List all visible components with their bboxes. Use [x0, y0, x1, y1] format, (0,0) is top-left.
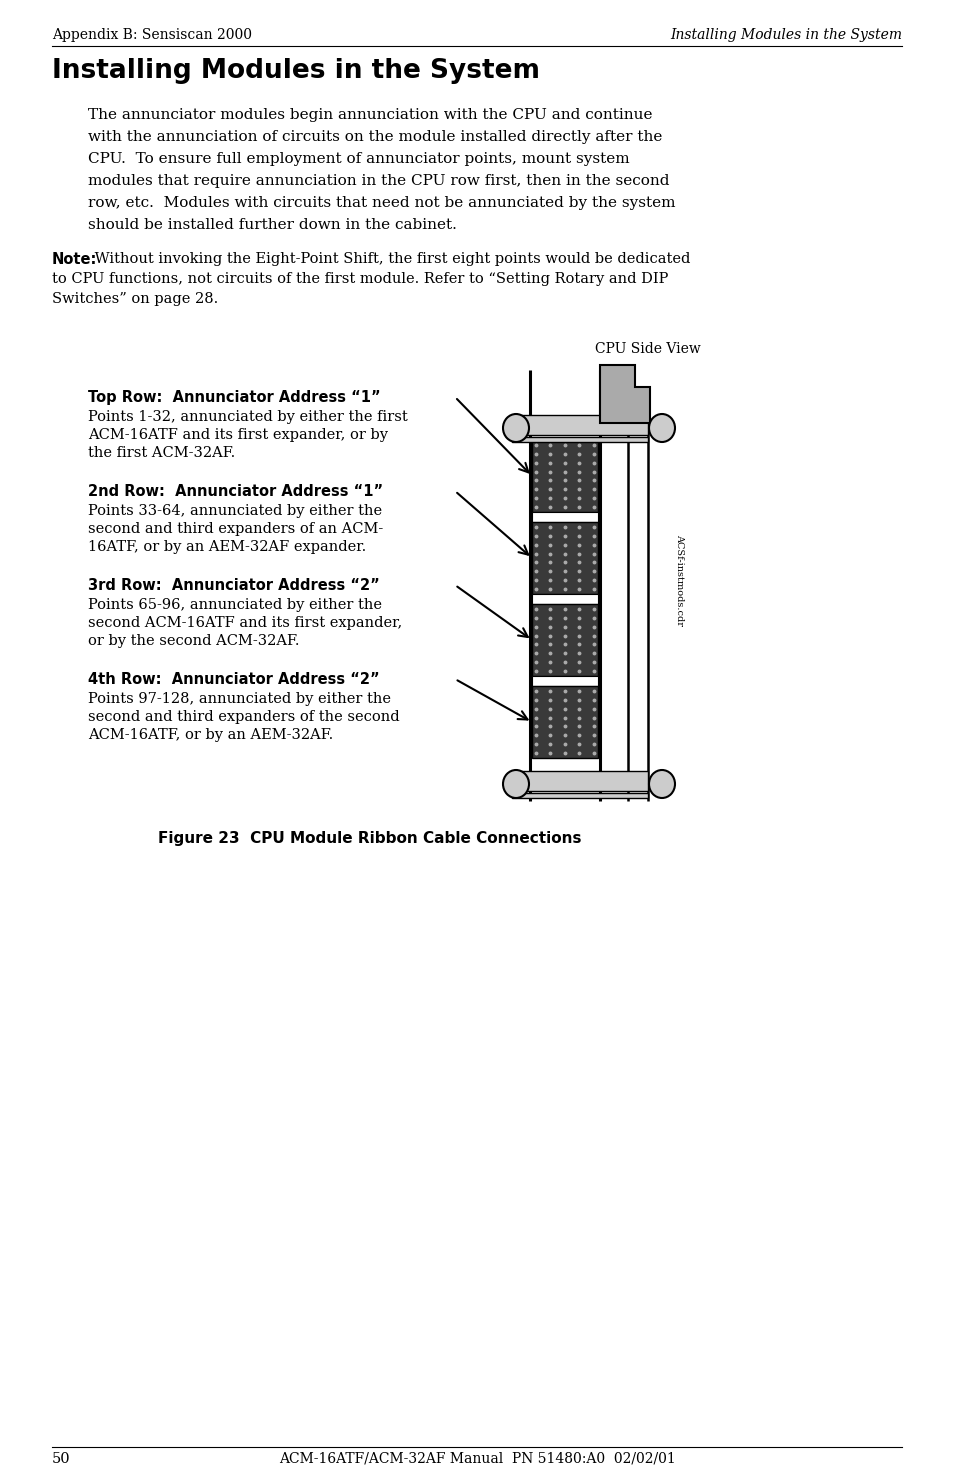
Text: CPU Side View: CPU Side View: [595, 342, 700, 355]
Text: row, etc.  Modules with circuits that need not be annunciated by the system: row, etc. Modules with circuits that nee…: [88, 196, 675, 209]
Bar: [532, 440, 598, 512]
Bar: [512, 437, 647, 442]
Bar: [512, 794, 647, 798]
Text: the first ACM-32AF.: the first ACM-32AF.: [88, 445, 235, 460]
Text: Without invoking the Eight-Point Shift, the first eight points would be dedicate: Without invoking the Eight-Point Shift, …: [90, 252, 690, 266]
Polygon shape: [599, 364, 649, 423]
Text: Points 1-32, annunciated by either the first: Points 1-32, annunciated by either the f…: [88, 410, 407, 423]
Bar: [532, 686, 598, 758]
Ellipse shape: [648, 770, 675, 798]
Text: 4th Row:  Annunciator Address “2”: 4th Row: Annunciator Address “2”: [88, 673, 379, 687]
Text: Points 65-96, annunciated by either the: Points 65-96, annunciated by either the: [88, 597, 381, 612]
Text: Switches” on page 28.: Switches” on page 28.: [52, 292, 218, 305]
Text: 2nd Row:  Annunciator Address “1”: 2nd Row: Annunciator Address “1”: [88, 484, 383, 499]
Text: second ACM-16ATF and its first expander,: second ACM-16ATF and its first expander,: [88, 617, 402, 630]
Text: ACM-16ATF, or by an AEM-32AF.: ACM-16ATF, or by an AEM-32AF.: [88, 729, 333, 742]
Bar: [532, 512, 598, 522]
Text: Points 33-64, annunciated by either the: Points 33-64, annunciated by either the: [88, 504, 382, 518]
Text: second and third expanders of an ACM-: second and third expanders of an ACM-: [88, 522, 383, 535]
Text: Points 97-128, annunciated by either the: Points 97-128, annunciated by either the: [88, 692, 391, 707]
Text: should be installed further down in the cabinet.: should be installed further down in the …: [88, 218, 456, 232]
Text: Appendix B: Sensiscan 2000: Appendix B: Sensiscan 2000: [52, 28, 252, 41]
Text: to CPU functions, not circuits of the first module. Refer to “Setting Rotary and: to CPU functions, not circuits of the fi…: [52, 271, 668, 286]
Text: 50: 50: [52, 1451, 71, 1466]
Text: or by the second ACM-32AF.: or by the second ACM-32AF.: [88, 634, 299, 648]
Text: ACM-16ATF/ACM-32AF Manual  PN 51480:A0  02/02/01: ACM-16ATF/ACM-32AF Manual PN 51480:A0 02…: [278, 1451, 675, 1466]
Text: 16ATF, or by an AEM-32AF expander.: 16ATF, or by an AEM-32AF expander.: [88, 540, 366, 555]
Text: Installing Modules in the System: Installing Modules in the System: [52, 58, 539, 84]
Text: second and third expanders of the second: second and third expanders of the second: [88, 709, 399, 724]
Ellipse shape: [648, 414, 675, 442]
Bar: [532, 676, 598, 686]
Text: with the annunciation of circuits on the module installed directly after the: with the annunciation of circuits on the…: [88, 130, 661, 145]
Text: The annunciator modules begin annunciation with the CPU and continue: The annunciator modules begin annunciati…: [88, 108, 652, 122]
Text: Note:: Note:: [52, 252, 97, 267]
Text: Figure 23  CPU Module Ribbon Cable Connections: Figure 23 CPU Module Ribbon Cable Connec…: [158, 830, 581, 847]
Text: Top Row:  Annunciator Address “1”: Top Row: Annunciator Address “1”: [88, 389, 380, 406]
Text: ACSf-instmods.cdr: ACSf-instmods.cdr: [675, 534, 684, 627]
Text: ACM-16ATF and its first expander, or by: ACM-16ATF and its first expander, or by: [88, 428, 388, 442]
Text: CPU.  To ensure full employment of annunciator points, mount system: CPU. To ensure full employment of annunc…: [88, 152, 629, 167]
Text: Installing Modules in the System: Installing Modules in the System: [669, 28, 901, 41]
Bar: [532, 603, 598, 676]
Bar: [512, 414, 647, 435]
Text: modules that require annunciation in the CPU row first, then in the second: modules that require annunciation in the…: [88, 174, 669, 187]
Bar: [532, 594, 598, 603]
Bar: [532, 522, 598, 594]
Bar: [512, 771, 647, 791]
Ellipse shape: [502, 414, 529, 442]
Text: 3rd Row:  Annunciator Address “2”: 3rd Row: Annunciator Address “2”: [88, 578, 379, 593]
Ellipse shape: [502, 770, 529, 798]
